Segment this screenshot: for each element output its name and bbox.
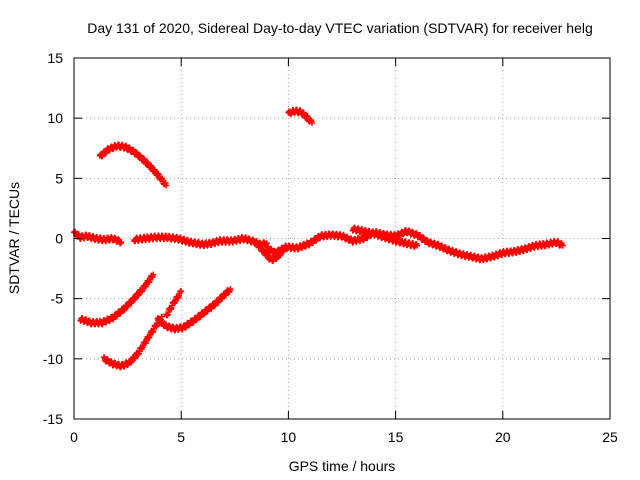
series-main-band-0-2.3h	[71, 228, 125, 247]
y-tick-label: 15	[47, 50, 63, 66]
x-tick-label: 10	[281, 429, 297, 445]
data-point	[163, 182, 170, 189]
y-tick-label: 10	[47, 110, 63, 126]
data-point	[281, 246, 288, 253]
series-arc-minus7-3.9-7.3h	[154, 286, 234, 334]
data-point	[118, 239, 125, 246]
data-point	[150, 271, 157, 278]
data-point	[178, 288, 185, 295]
x-axis-label: GPS time / hours	[289, 458, 396, 474]
series-arc-upper-1-4.3h	[96, 141, 170, 189]
data-points	[71, 106, 566, 371]
series-arc-minus4-4.3-5h	[163, 288, 185, 319]
y-tick-label: -5	[51, 291, 64, 307]
y-axis-label: SDTVAR / TECUs	[6, 182, 22, 294]
y-tick-label: -15	[43, 411, 63, 427]
x-tick-label: 20	[495, 429, 511, 445]
x-tick-label: 15	[388, 429, 404, 445]
series-arc-minus10-1.4-4.1h	[101, 313, 165, 371]
x-tick-label: 5	[177, 429, 185, 445]
x-tick-label: 0	[70, 429, 78, 445]
x-tick-label: 25	[602, 429, 618, 445]
series-arc-top-10-11h	[285, 106, 315, 126]
axis-ticks: 0 5 10 15 20 25 -15 -10 -5 0 5 10 15	[43, 50, 618, 445]
data-point	[308, 119, 315, 126]
y-tick-label: 5	[55, 170, 63, 186]
series-crossing-band-13-16h	[349, 224, 421, 250]
y-tick-label: 0	[55, 231, 63, 247]
data-point	[414, 242, 421, 249]
series-arc-minus7-0.3-3.7h	[77, 271, 157, 328]
series-dip-9h	[255, 242, 288, 265]
data-point	[227, 286, 234, 293]
y-tick-label: -10	[43, 351, 63, 367]
chart-title: Day 131 of 2020, Sidereal Day-to-day VTE…	[87, 20, 593, 36]
data-point	[559, 242, 566, 249]
